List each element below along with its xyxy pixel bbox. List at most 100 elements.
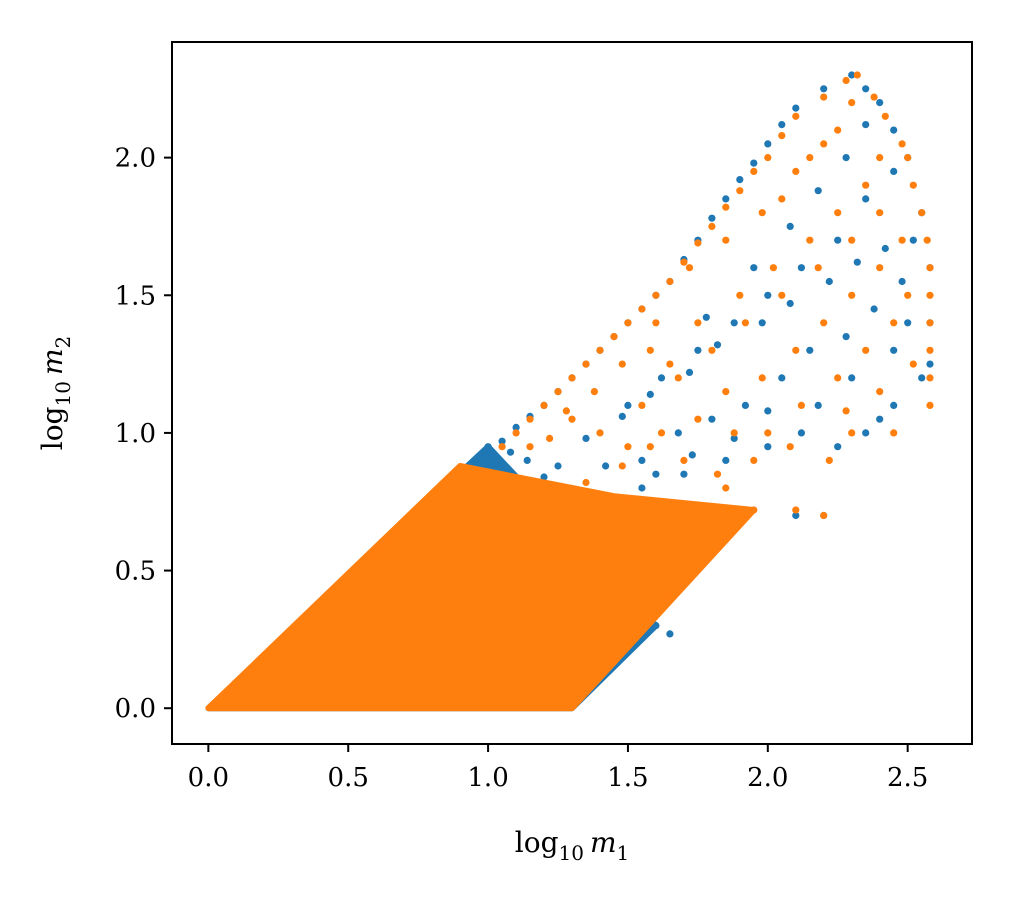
- series-0-point: [890, 126, 898, 134]
- series-1-point: [694, 415, 702, 423]
- series-0-point: [646, 390, 654, 398]
- series-0-point: [708, 415, 716, 423]
- series-0-point: [666, 630, 674, 638]
- series-1-point: [769, 264, 778, 272]
- series-1-point: [708, 346, 716, 354]
- series-0-point: [652, 470, 660, 478]
- series-1-point: [926, 319, 934, 327]
- series-0-point: [820, 85, 828, 93]
- series-0-point: [674, 429, 682, 437]
- series-1-point: [814, 264, 822, 272]
- series-1-point: [842, 76, 850, 85]
- series-1-point: [722, 484, 730, 492]
- series-1-point: [680, 456, 688, 464]
- series-1-point: [909, 181, 917, 189]
- series-1-point: [666, 360, 674, 368]
- series-1-point: [764, 429, 772, 437]
- series-1-point: [646, 443, 654, 451]
- series-1-point: [730, 429, 738, 437]
- series-1-point: [582, 360, 590, 368]
- series-1-point: [685, 264, 694, 272]
- series-1-point: [652, 319, 660, 327]
- series-1-point: [646, 346, 654, 354]
- series-0-point: [904, 319, 912, 327]
- series-1-point: [918, 209, 926, 217]
- series-0-point: [814, 187, 822, 195]
- series-0-point: [750, 159, 758, 167]
- series-1-point: [638, 401, 646, 409]
- series-0-point: [890, 346, 898, 354]
- series-0-point: [652, 622, 660, 630]
- series-1-point: [708, 222, 716, 230]
- series-0-point: [713, 341, 722, 349]
- series-0-point: [638, 456, 646, 464]
- series-1-point: [652, 291, 660, 299]
- series-0-point: [890, 401, 898, 409]
- series-1-point: [618, 462, 626, 470]
- series-0-point: [792, 511, 800, 520]
- series-1-point: [898, 140, 906, 148]
- series-1-point: [876, 264, 884, 272]
- series-1-point: [590, 388, 599, 396]
- x-axis: 0.0 0.5 1.0 1.5 2.0 2.5: [188, 744, 928, 793]
- series-1-point: [876, 209, 884, 217]
- series-1-point: [624, 319, 632, 327]
- series-1-point: [596, 429, 604, 437]
- series-1-point: [610, 333, 618, 341]
- y-axis-label: log10m2: [36, 336, 75, 451]
- y-tick-label: 1.0: [115, 419, 156, 449]
- series-0-point: [848, 71, 856, 79]
- series-0-point: [786, 299, 794, 308]
- x-tick-label: 0.5: [328, 763, 369, 793]
- series-0-point: [918, 374, 926, 382]
- series-1-point: [792, 346, 800, 354]
- series-1-point: [904, 291, 912, 299]
- x-tick-label: 2.0: [747, 763, 788, 793]
- series-0-point: [890, 167, 898, 175]
- series-0-point: [657, 374, 666, 382]
- series-1-point: [498, 443, 506, 451]
- series-1-point: [778, 132, 786, 140]
- series-0-point: [741, 401, 750, 409]
- series-0-point: [702, 313, 710, 321]
- series-1-point: [736, 187, 744, 195]
- series-1-point: [820, 140, 828, 148]
- x-tick-label: 2.5: [887, 763, 928, 793]
- series-1-point: [722, 388, 730, 396]
- series-0-point: [825, 277, 833, 286]
- series-1-point: [657, 429, 666, 437]
- series-1-point: [750, 506, 758, 514]
- series-1-point: [876, 388, 884, 396]
- series-1-point: [618, 360, 626, 368]
- series-1-point: [820, 93, 828, 101]
- series-1-point: [764, 154, 772, 162]
- series-0-point: [554, 462, 562, 470]
- series-1-point: [848, 99, 856, 107]
- series-0-point: [834, 443, 842, 451]
- series-1-point: [870, 93, 878, 101]
- series-1-point: [736, 291, 744, 299]
- series-0-point: [618, 412, 626, 420]
- series-0-point: [750, 264, 758, 272]
- series-1-point: [674, 374, 682, 382]
- series-0-point: [680, 470, 688, 478]
- series-1-point: [848, 429, 856, 437]
- series-1-point: [926, 401, 934, 409]
- series-0-point: [730, 319, 738, 327]
- series-0-point: [909, 236, 917, 244]
- series-1: [205, 71, 934, 712]
- series-0-point: [694, 346, 702, 354]
- y-axis: 0.0 0.5 1.0 1.5 2.0: [115, 144, 172, 724]
- series-1-point: [596, 346, 604, 354]
- series-1-point: [694, 239, 702, 247]
- y-tick-label: 0.0: [115, 694, 156, 724]
- series-1-point: [526, 415, 534, 423]
- series-1-point: [562, 407, 571, 415]
- series-0-point: [484, 443, 492, 451]
- series-1-point: [680, 258, 688, 266]
- series-1-point: [666, 277, 674, 286]
- series-0-point: [764, 140, 772, 148]
- series-1-point: [890, 319, 898, 327]
- series-1-dense-region: [205, 463, 757, 712]
